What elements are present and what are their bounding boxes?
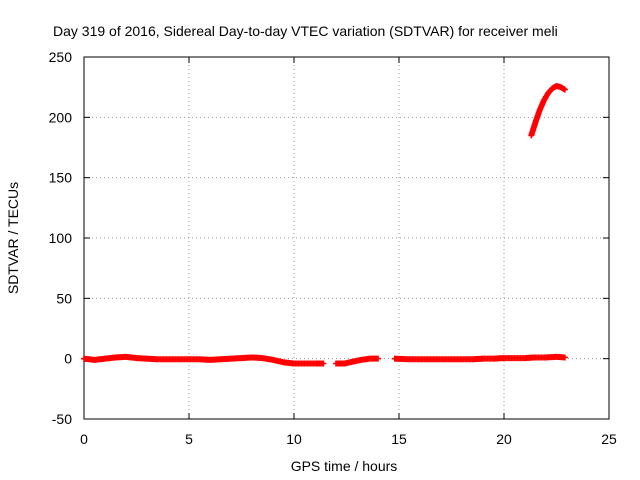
x-tick-label: 0: [80, 431, 88, 447]
y-tick-label: 50: [56, 290, 72, 306]
y-tick-label: 0: [64, 351, 72, 367]
data-points: [81, 82, 568, 367]
y-tick-label: 250: [49, 49, 73, 65]
y-tick-label: 150: [49, 170, 73, 186]
x-tick-label: 15: [391, 431, 407, 447]
data-point: [561, 86, 568, 93]
data-point: [561, 354, 568, 361]
grid-lines: [84, 57, 609, 419]
x-tick-label: 25: [601, 431, 617, 447]
axis-ticks: 0 5 10 15 20 25 -50 0 50 100 150 200 250: [49, 49, 617, 447]
x-tick-label: 5: [185, 431, 193, 447]
y-tick-label: 100: [49, 230, 73, 246]
data-point: [375, 355, 381, 362]
x-axis-label: GPS time / hours: [291, 458, 398, 474]
x-tick-label: 20: [496, 431, 512, 447]
x-tick-label: 10: [286, 431, 302, 447]
data-point: [320, 360, 327, 367]
y-tick-label: 200: [49, 109, 73, 125]
y-tick-label: -50: [52, 411, 72, 427]
y-axis-label: SDTVAR / TECUs: [5, 182, 21, 294]
chart-title: Day 319 of 2016, Sidereal Day-to-day VTE…: [53, 23, 558, 39]
